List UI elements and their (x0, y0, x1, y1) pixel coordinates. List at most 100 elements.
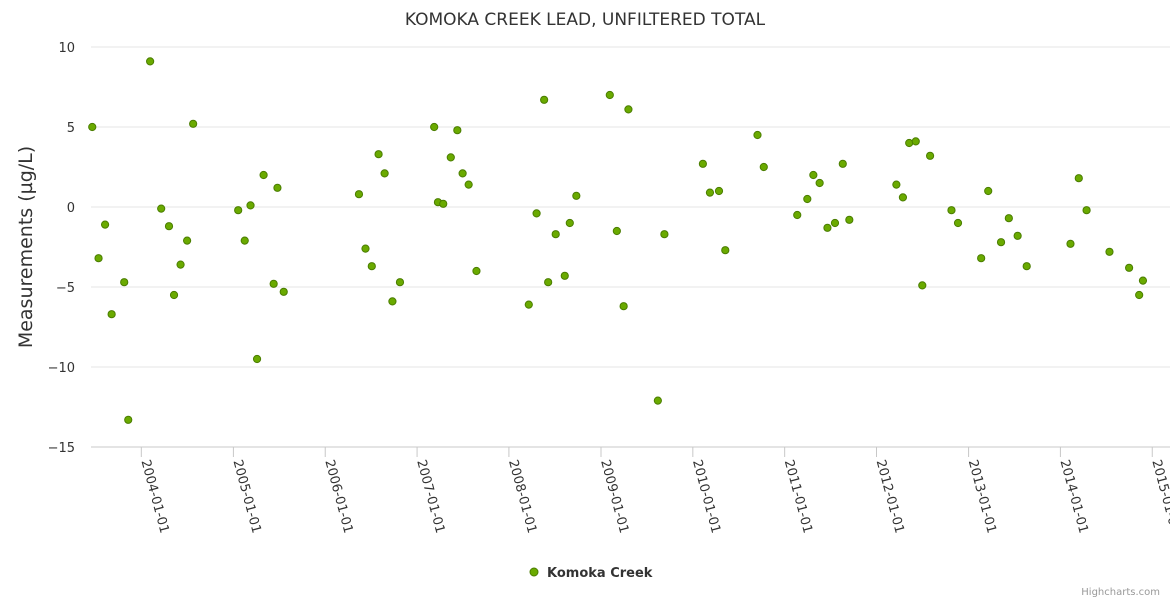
data-point[interactable] (1022, 262, 1031, 271)
grid-lines (91, 46, 1170, 368)
data-point[interactable] (252, 354, 262, 364)
data-point[interactable] (259, 170, 268, 180)
data-point[interactable] (1074, 174, 1083, 183)
data-point[interactable] (94, 254, 103, 263)
data-point[interactable] (430, 122, 439, 132)
data-point[interactable] (793, 210, 802, 220)
data-point[interactable] (1066, 239, 1075, 248)
data-point[interactable] (996, 238, 1006, 247)
data-point[interactable] (246, 201, 255, 210)
data-point[interactable] (823, 223, 832, 232)
data-point[interactable] (540, 95, 549, 104)
data-point[interactable] (273, 183, 282, 192)
data-point[interactable] (1135, 290, 1144, 300)
data-point[interactable] (605, 90, 614, 100)
data-point[interactable] (838, 159, 847, 168)
data-point[interactable] (234, 206, 243, 215)
credits-link[interactable]: Highcharts.com (1081, 587, 1160, 598)
data-point[interactable] (845, 215, 854, 224)
data-point[interactable] (815, 178, 824, 188)
data-point[interactable] (905, 138, 914, 148)
data-point[interactable] (1013, 231, 1022, 240)
data-point[interactable] (925, 151, 935, 160)
x-tick-label: 2009-01-01 (597, 458, 631, 535)
data-point[interactable] (146, 57, 155, 66)
data-point[interactable] (977, 254, 986, 263)
data-point[interactable] (189, 119, 198, 128)
data-point[interactable] (100, 220, 110, 229)
data-point[interactable] (157, 204, 166, 213)
data-point[interactable] (653, 396, 662, 405)
data-point[interactable] (705, 188, 715, 197)
data-point[interactable] (898, 193, 908, 202)
data-point[interactable] (439, 199, 448, 208)
data-point[interactable] (803, 194, 812, 204)
data-point[interactable] (354, 190, 364, 199)
data-point[interactable] (395, 278, 405, 287)
data-point[interactable] (809, 170, 818, 180)
data-point[interactable] (984, 186, 993, 196)
y-tick-label: −5 (56, 281, 75, 296)
data-point[interactable] (532, 209, 541, 218)
data-point[interactable] (714, 186, 724, 196)
data-point[interactable] (721, 246, 730, 255)
data-point[interactable] (388, 297, 397, 306)
data-point[interactable] (524, 300, 533, 309)
data-point[interactable] (660, 230, 669, 239)
x-tick-label: 2008-01-01 (505, 458, 539, 535)
data-point[interactable] (88, 122, 97, 132)
data-point[interactable] (892, 180, 901, 189)
data-point[interactable] (120, 278, 129, 287)
data-point[interactable] (169, 290, 179, 300)
data-point[interactable] (374, 150, 383, 159)
y-tick-label: 0 (67, 201, 75, 216)
data-point[interactable] (830, 218, 840, 228)
data-point[interactable] (1082, 206, 1091, 215)
data-point[interactable] (698, 159, 707, 168)
data-point[interactable] (560, 271, 569, 280)
data-point[interactable] (551, 230, 560, 239)
data-point[interactable] (176, 260, 185, 269)
data-point[interactable] (361, 244, 370, 253)
data-point[interactable] (918, 281, 927, 290)
data-point[interactable] (947, 206, 956, 215)
data-point[interactable] (911, 137, 920, 146)
data-point[interactable] (279, 287, 288, 296)
data-point[interactable] (1125, 263, 1134, 272)
data-point[interactable] (240, 236, 249, 245)
y-axis-title: Measurements (µg/L) (15, 146, 37, 348)
data-point[interactable] (624, 105, 633, 114)
data-point[interactable] (953, 218, 963, 228)
data-point[interactable] (472, 266, 481, 276)
data-point[interactable] (1138, 276, 1148, 285)
data-point[interactable] (453, 126, 462, 135)
x-tick-label: 2005-01-01 (230, 458, 264, 535)
legend-item-komoka-creek[interactable]: Komoka Creek (547, 566, 653, 581)
data-point[interactable] (367, 262, 376, 271)
data-point[interactable] (124, 415, 133, 424)
data-point[interactable] (759, 162, 768, 172)
data-point[interactable] (380, 169, 389, 178)
y-tick-label: 10 (58, 41, 75, 56)
data-point[interactable] (544, 278, 553, 287)
data-point[interactable] (572, 191, 581, 200)
data-point[interactable] (565, 218, 574, 228)
y-axis-tick-labels: 10 5 0 −5 −10 −15 (48, 41, 75, 456)
y-tick-label: −10 (48, 361, 75, 376)
data-point[interactable] (269, 279, 278, 288)
x-tick-label: 2010-01-01 (689, 458, 723, 535)
data-point[interactable] (458, 169, 467, 178)
data-point[interactable] (619, 302, 628, 311)
data-point[interactable] (164, 222, 174, 231)
data-point[interactable] (1004, 214, 1013, 223)
data-point[interactable] (446, 153, 455, 162)
data-point[interactable] (183, 236, 192, 245)
data-point[interactable] (107, 310, 116, 319)
data-point[interactable] (753, 130, 762, 140)
data-point[interactable] (1105, 247, 1114, 256)
data-point[interactable] (464, 180, 473, 189)
data-point[interactable] (612, 226, 621, 236)
legend[interactable]: Komoka Creek (529, 566, 653, 581)
